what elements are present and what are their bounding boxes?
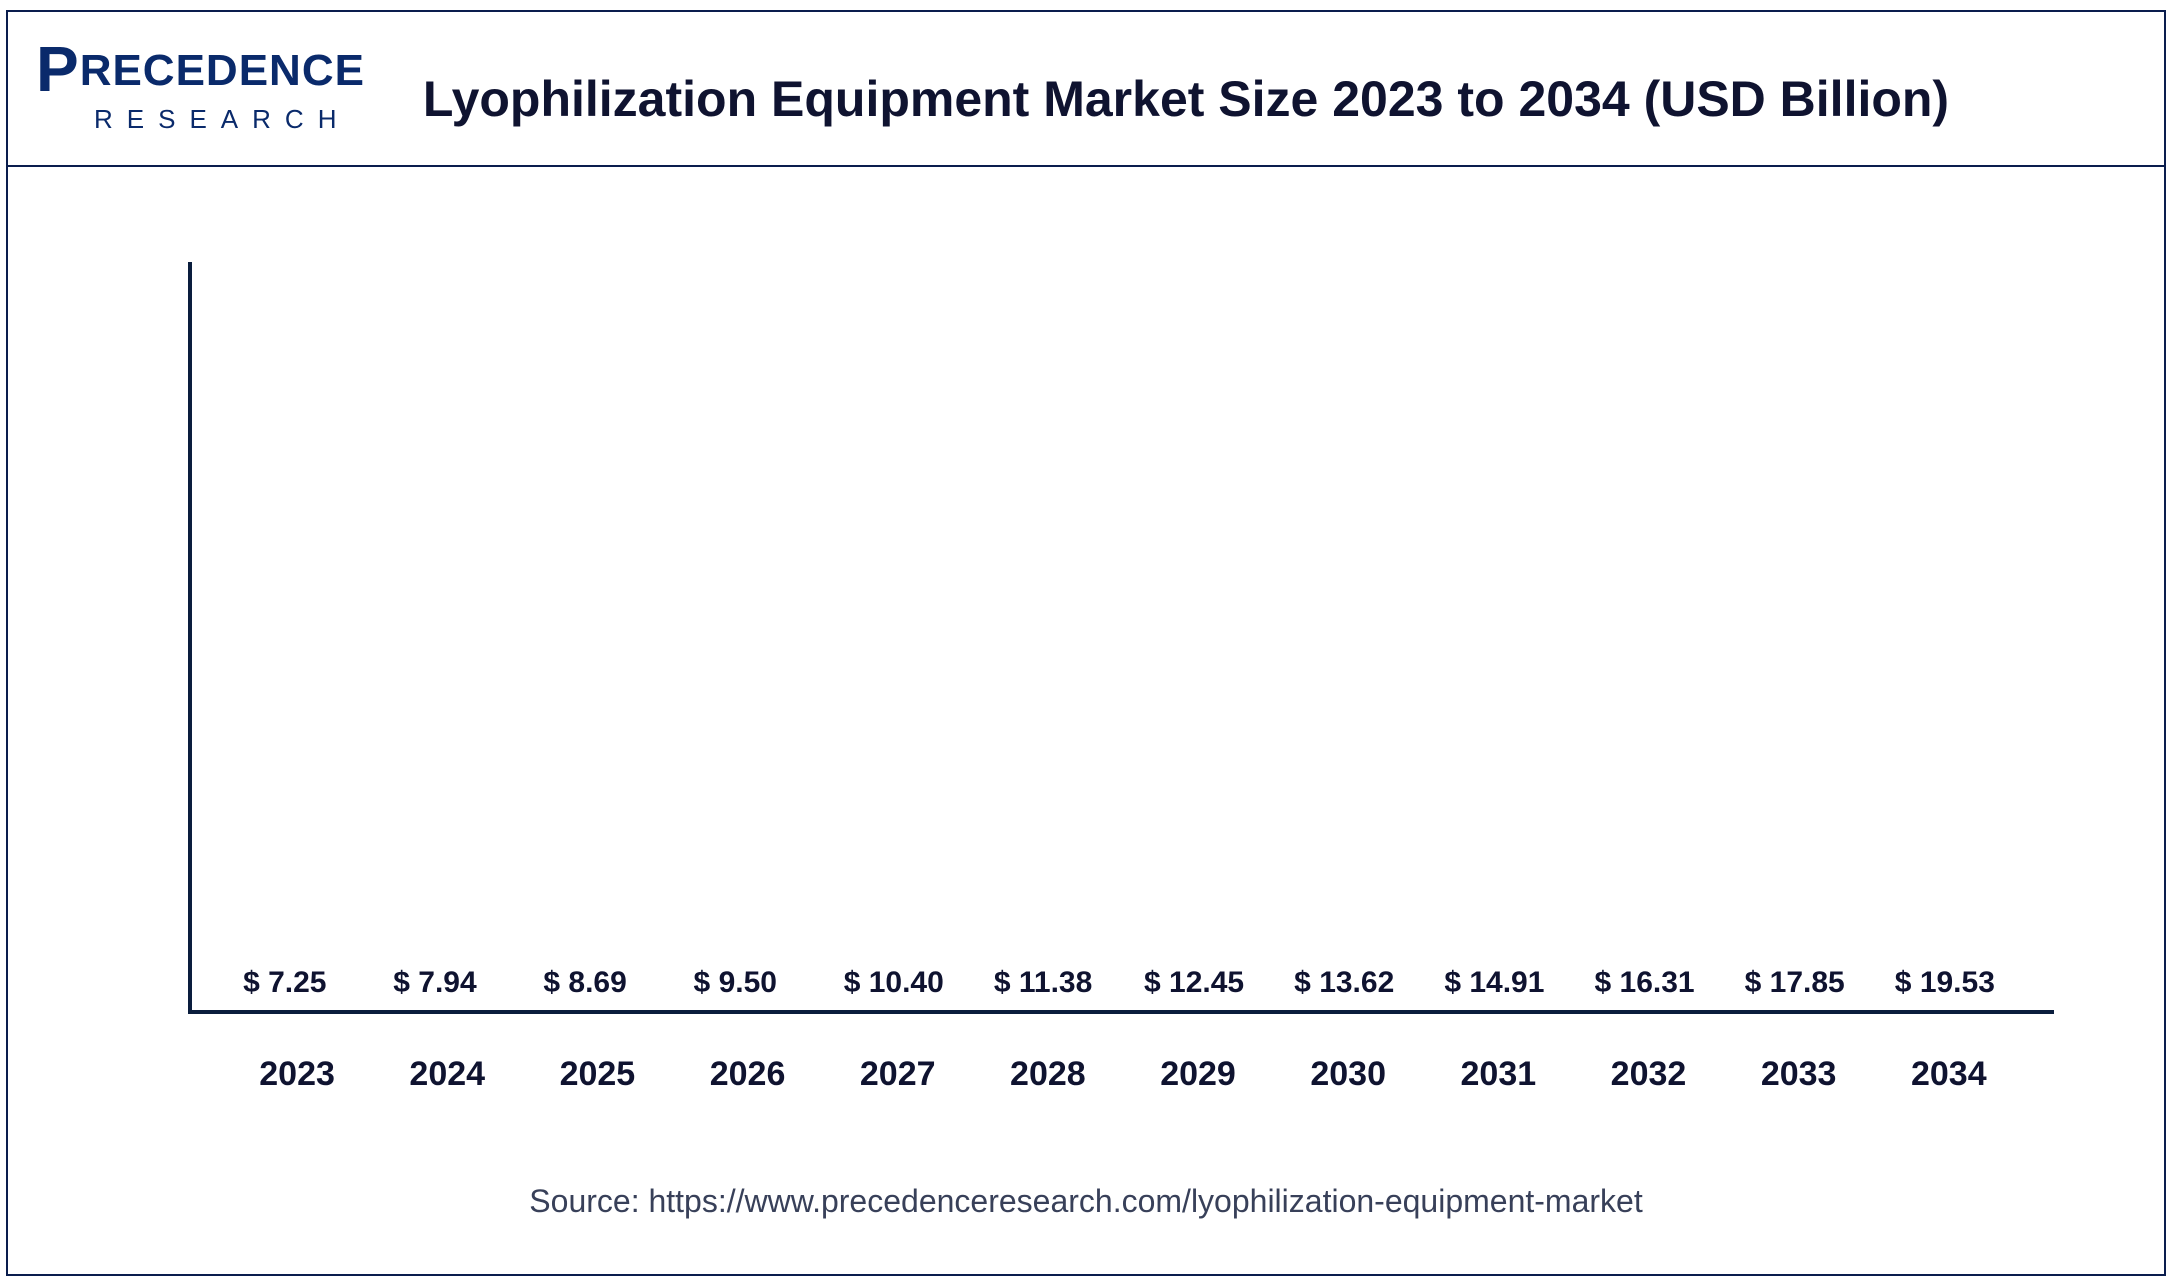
bar-value-label: $ 7.94 [393, 966, 476, 1000]
x-axis-label: 2032 [1573, 1055, 1723, 1094]
bar-value-label: $ 8.69 [543, 966, 626, 1000]
bar-value-label: $ 14.91 [1444, 966, 1544, 1000]
bar-value-label: $ 16.31 [1594, 966, 1694, 1000]
x-axis-label: 2034 [1874, 1055, 2024, 1094]
x-axis-label: 2031 [1423, 1055, 1573, 1094]
header: P RECEDENCE RESEARCH Lyophilization Equi… [8, 12, 2164, 167]
bar-value-label: $ 13.62 [1294, 966, 1394, 1000]
x-axis-label: 2029 [1123, 1055, 1273, 1094]
x-axis-label: 2027 [823, 1055, 973, 1094]
source-text: Source: https://www.precedenceresearch.c… [8, 1183, 2164, 1220]
bars-container: $ 7.25 $ 7.94 $ 8.69 $ 9.50 $ 10.40 $ 11.38 $ … [192, 262, 2054, 1010]
chart-area: $ 7.25 $ 7.94 $ 8.69 $ 9.50 $ 10.40 $ 11.38 $ … [168, 212, 2084, 1094]
x-axis-label: 2026 [673, 1055, 823, 1094]
x-axis-label: 2025 [522, 1055, 672, 1094]
bar-value-label: $ 11.38 [994, 966, 1092, 1000]
x-axis-label: 2028 [973, 1055, 1123, 1094]
bar-value-label: $ 17.85 [1745, 966, 1845, 1000]
bar-value-label: $ 7.25 [243, 966, 326, 1000]
x-axis-label: 2024 [372, 1055, 522, 1094]
bar-value-label: $ 12.45 [1144, 966, 1244, 1000]
bar-value-label: $ 9.50 [694, 966, 777, 1000]
bar-value-label: $ 19.53 [1895, 966, 1995, 1000]
chart-title: Lyophilization Equipment Market Size 202… [8, 70, 2164, 128]
x-axis-label: 2023 [222, 1055, 372, 1094]
chart-frame: P RECEDENCE RESEARCH Lyophilization Equi… [6, 10, 2166, 1276]
x-axis-label: 2033 [1724, 1055, 1874, 1094]
bar-value-label: $ 10.40 [844, 966, 944, 1000]
x-axis-label: 2030 [1273, 1055, 1423, 1094]
x-axis-labels: 2023202420252026202720282029203020312032… [192, 1055, 2054, 1094]
